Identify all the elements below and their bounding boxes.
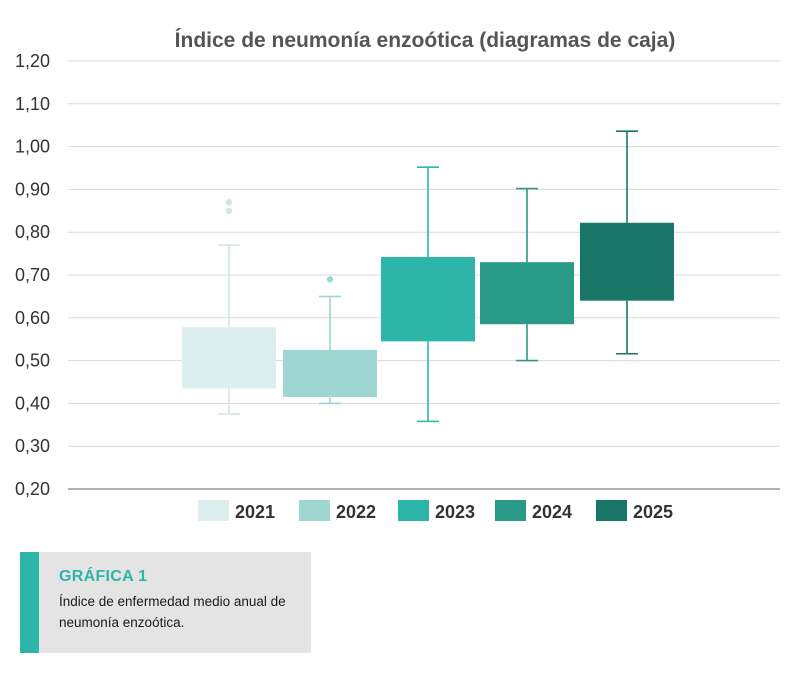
legend-swatch	[198, 500, 229, 521]
y-tick-label: 0,80	[15, 222, 50, 242]
y-tick-label: 1,00	[15, 137, 50, 157]
legend: 2021 2022 2023 2024 2025	[198, 500, 673, 522]
y-axis-tick-labels: 0,20 0,30 0,40 0,50 0,60 0,70 0,80 0,90 1,00 1,10…	[15, 51, 50, 499]
box-body	[182, 327, 276, 389]
outlier-point	[225, 207, 233, 214]
legend-swatch	[398, 500, 429, 521]
box-body	[381, 257, 475, 342]
y-tick-label: 0,50	[15, 351, 50, 371]
box-body	[283, 349, 377, 397]
y-tick-label: 0,70	[15, 265, 50, 285]
y-tick-label: 1,10	[15, 94, 50, 114]
legend-item-2024: 2024	[495, 500, 572, 522]
y-tick-label: 0,30	[15, 436, 50, 456]
legend-label: 2022	[336, 502, 376, 522]
box-2021	[182, 199, 276, 415]
y-tick-label: 1,20	[15, 51, 50, 71]
legend-swatch	[299, 500, 330, 521]
caption-heading: GRÁFICA 1	[59, 568, 148, 585]
legend-label: 2024	[532, 502, 572, 522]
chart-title: Índice de neumonía enzoótica (diagramas …	[175, 29, 676, 52]
y-tick-label: 0,60	[15, 308, 50, 328]
legend-swatch	[596, 500, 627, 521]
boxes	[182, 130, 674, 423]
legend-item-2023: 2023	[398, 500, 475, 522]
y-tick-label: 0,40	[15, 393, 50, 413]
y-tick-label: 0,20	[15, 479, 50, 499]
box-2023	[381, 166, 475, 423]
box-2022	[283, 276, 377, 405]
y-tick-label: 0,90	[15, 179, 50, 199]
legend-label: 2025	[633, 502, 673, 522]
caption-text: Índice de enfermedad medio anual de neum…	[59, 594, 286, 630]
outlier-point	[326, 276, 334, 283]
boxplot-chart: Índice de neumonía enzoótica (diagramas …	[15, 29, 780, 522]
outlier-point	[225, 199, 233, 206]
caption-accent-bar	[20, 552, 39, 653]
box-body	[480, 262, 574, 325]
legend-item-2025: 2025	[596, 500, 673, 522]
box-2025	[580, 130, 674, 355]
legend-item-2021: 2021	[198, 500, 275, 522]
legend-swatch	[495, 500, 526, 521]
legend-label: 2021	[235, 502, 275, 522]
legend-label: 2023	[435, 502, 475, 522]
box-body	[580, 222, 674, 301]
legend-item-2022: 2022	[299, 500, 376, 522]
box-2024	[480, 187, 574, 362]
figure-caption: GRÁFICA 1 Índice de enfermedad medio anu…	[20, 552, 311, 653]
